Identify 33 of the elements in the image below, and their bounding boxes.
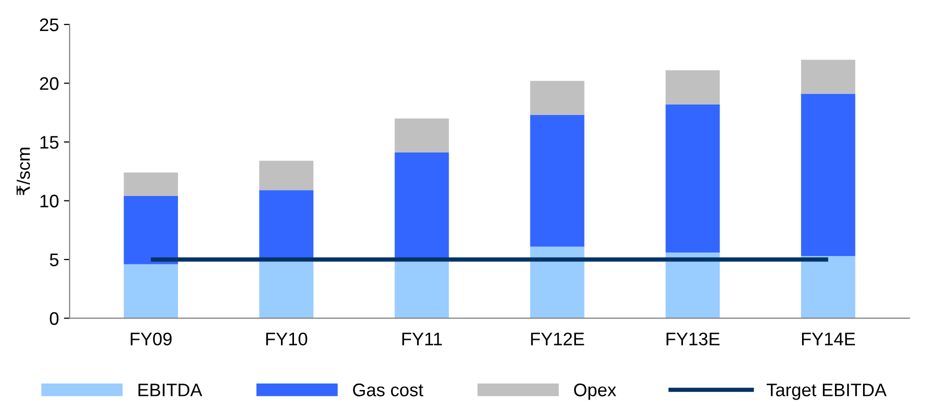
bar bbox=[124, 172, 178, 196]
legend-label: Gas cost bbox=[353, 384, 424, 396]
bar bbox=[801, 256, 856, 318]
x-tick-label: FY09 bbox=[130, 332, 172, 346]
bar bbox=[259, 260, 314, 318]
bar bbox=[801, 60, 856, 94]
x-tick-label: FY14E bbox=[802, 332, 855, 346]
y-tick-label: 15 bbox=[40, 136, 58, 149]
legend-label: EBITDA bbox=[138, 384, 202, 396]
x-tick-label: FY13E bbox=[666, 332, 720, 346]
bar bbox=[801, 94, 856, 256]
x-tick-label: FY11 bbox=[402, 332, 442, 346]
x-tick-label: FY12E bbox=[531, 332, 584, 346]
bar bbox=[530, 246, 584, 318]
bar bbox=[124, 196, 178, 264]
y-tick-label: 5 bbox=[50, 254, 58, 266]
y-axis-title: ₹/scm bbox=[16, 148, 30, 196]
legend-label: Target EBITDA bbox=[766, 384, 887, 400]
y-tick-label: 0 bbox=[50, 312, 58, 325]
bar bbox=[666, 104, 720, 252]
bar bbox=[394, 260, 449, 318]
bar bbox=[530, 114, 584, 247]
bar bbox=[394, 118, 449, 153]
bar bbox=[666, 252, 720, 318]
bar bbox=[530, 80, 584, 115]
bar bbox=[259, 160, 314, 190]
bar bbox=[666, 70, 720, 104]
y-tick-label: 10 bbox=[40, 194, 58, 208]
legend-label: Opex bbox=[574, 384, 616, 400]
x-tick-label: FY10 bbox=[266, 332, 308, 346]
bar bbox=[124, 264, 178, 318]
y-tick-label: 20 bbox=[40, 77, 58, 90]
y-tick-label: 25 bbox=[40, 18, 58, 32]
